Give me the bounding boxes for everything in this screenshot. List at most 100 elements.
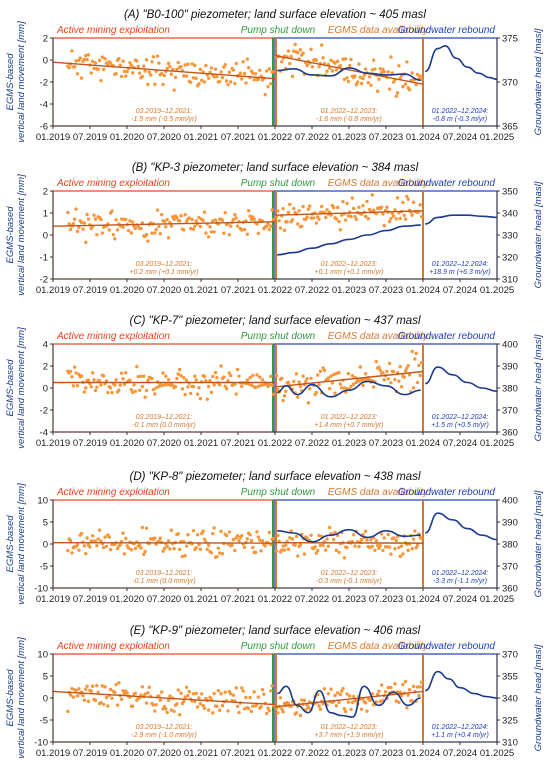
data-point: [215, 704, 219, 708]
data-point: [190, 217, 194, 222]
data-point: [173, 75, 178, 80]
data-point: [318, 543, 323, 548]
data-point: [389, 685, 393, 690]
data-point: [175, 702, 179, 706]
data-point: [410, 546, 414, 551]
data-point: [82, 57, 87, 62]
data-point: [341, 57, 345, 61]
data-point: [81, 227, 85, 231]
left-axis-title-line2: vertical land movement [mm]: [16, 483, 27, 605]
phase-label-pump: Pump shut down: [241, 641, 316, 652]
data-point: [401, 84, 405, 89]
data-point: [227, 70, 232, 74]
phase-label-egms: EGMS data availability: [328, 25, 430, 36]
data-point: [345, 545, 349, 550]
data-point: [93, 217, 98, 221]
data-point: [277, 218, 281, 223]
data-point: [389, 552, 393, 556]
data-point: [151, 703, 156, 707]
data-point: [359, 378, 364, 382]
data-point: [406, 548, 410, 553]
x-tick-label: 07.2022: [295, 594, 329, 605]
data-point: [245, 378, 249, 382]
right-tick-label: 370: [502, 78, 518, 89]
data-point: [208, 378, 212, 383]
data-point: [188, 80, 193, 85]
data-point: [184, 74, 189, 78]
data-point: [79, 76, 84, 80]
data-point: [328, 525, 332, 530]
data-point: [114, 71, 118, 76]
data-point: [403, 217, 408, 221]
data-point: [233, 548, 237, 553]
data-point: [370, 544, 374, 549]
left-tick-label: 4: [43, 340, 48, 351]
data-point: [240, 77, 244, 81]
data-point: [298, 543, 303, 547]
data-point: [406, 197, 410, 202]
data-point: [375, 543, 380, 548]
left-axis-title-line2: vertical land movement [mm]: [16, 174, 27, 296]
data-point: [114, 218, 118, 222]
data-point: [75, 72, 80, 76]
data-point: [220, 218, 225, 223]
data-point: [346, 371, 351, 376]
left-axis-title-line2: vertical land movement [mm]: [16, 327, 27, 449]
data-point: [256, 535, 261, 539]
data-point: [244, 695, 248, 700]
data-point: [357, 62, 361, 66]
data-point: [289, 54, 293, 59]
data-point: [95, 385, 99, 389]
data-point: [349, 57, 353, 62]
data-point: [377, 365, 381, 369]
data-point: [379, 205, 384, 209]
stat-period: 01.2022–12.2024:: [432, 261, 488, 268]
data-point: [401, 200, 405, 205]
data-point: [377, 546, 381, 551]
chart-title: (A) "B0-100" piezometer; land surface el…: [124, 9, 426, 21]
data-point: [367, 75, 372, 79]
data-point: [96, 690, 100, 694]
data-point: [146, 82, 150, 87]
data-point: [180, 387, 185, 391]
data-point: [240, 686, 244, 690]
left-tick-label: 5: [43, 518, 48, 529]
data-point: [206, 235, 211, 239]
data-point: [401, 682, 405, 687]
data-point: [107, 228, 111, 232]
data-point: [282, 394, 287, 398]
data-point: [306, 401, 311, 405]
phase-label-mining: Active mining exploitation: [56, 641, 170, 652]
data-point: [302, 552, 307, 556]
right-tick-label: 390: [502, 362, 518, 373]
data-point: [281, 544, 285, 548]
data-point: [103, 56, 107, 61]
data-point: [227, 371, 232, 375]
x-tick-label: 07.2022: [295, 748, 329, 759]
data-point: [371, 208, 376, 212]
data-point: [219, 529, 223, 533]
data-point: [391, 536, 396, 540]
data-point: [274, 549, 279, 553]
data-point: [198, 547, 203, 551]
phase-label-rebound: Groundwater rebound: [398, 487, 496, 498]
data-point: [402, 213, 406, 218]
data-point: [89, 71, 93, 75]
data-point: [235, 367, 240, 372]
data-point: [231, 693, 236, 697]
data-point: [377, 689, 381, 693]
right-tick-label: 340: [502, 694, 518, 705]
data-point: [194, 691, 198, 696]
stat-value: -0.8 m (-0.3 m/yr): [433, 116, 487, 123]
data-point: [399, 544, 404, 548]
data-point: [202, 374, 207, 379]
data-point: [301, 204, 305, 209]
left-tick-label: -4: [40, 428, 48, 439]
data-point: [337, 219, 341, 224]
left-tick-label: 2: [43, 362, 48, 373]
data-point: [164, 225, 168, 229]
data-point: [410, 349, 414, 354]
x-tick-label: 07.2023: [369, 285, 403, 296]
phase-label-mining: Active mining exploitation: [56, 25, 170, 36]
data-point: [100, 55, 105, 59]
